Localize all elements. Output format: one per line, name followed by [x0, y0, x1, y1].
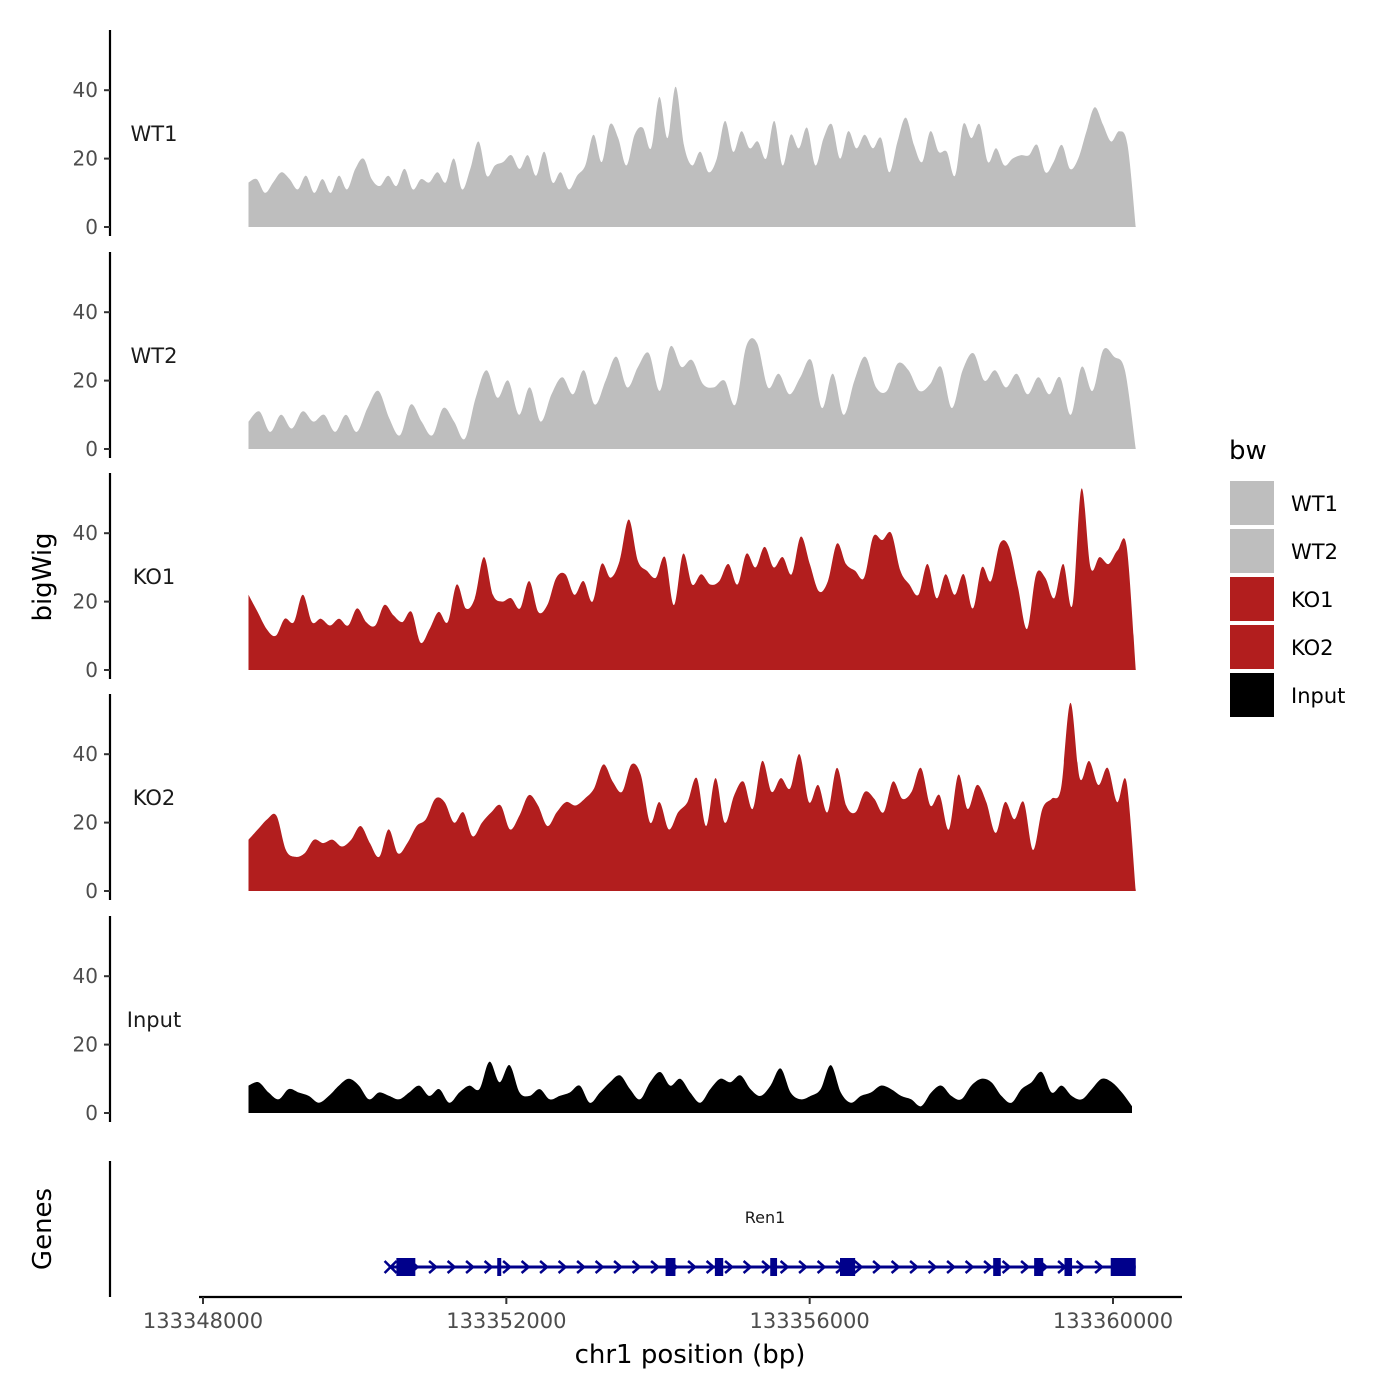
legend-key-ko1 — [1230, 577, 1274, 621]
gene-start-marker — [383, 1260, 398, 1274]
y-tick-label: 40 — [73, 742, 98, 766]
legend-label-wt1: WT1 — [1291, 492, 1338, 516]
track-name-label: Input — [127, 1008, 181, 1032]
strand-arrow-icon — [909, 1260, 920, 1274]
x-tick-label: 133356000 — [750, 1309, 870, 1333]
strand-arrow-icon — [1020, 1260, 1031, 1274]
gene-exon — [1034, 1258, 1044, 1276]
gene-exon — [1064, 1258, 1073, 1276]
y-tick-label: 40 — [73, 521, 98, 545]
x-axis: 133348000 133352000 133356000 133360000 — [143, 1295, 1182, 1333]
y-tick-label: 20 — [73, 369, 98, 393]
strand-arrow-icon — [650, 1260, 661, 1274]
gene-exon — [396, 1258, 416, 1276]
track-wt2: 0 20 40 WT2 — [73, 252, 1136, 461]
gene-exon — [1110, 1258, 1136, 1276]
strand-arrow-icon — [428, 1260, 439, 1274]
legend-key-input — [1230, 673, 1274, 717]
y-tick-label: 40 — [73, 78, 98, 102]
strand-arrow-icon — [1075, 1260, 1086, 1274]
strand-arrow-icon — [631, 1260, 642, 1274]
strand-arrow-icon — [946, 1260, 957, 1274]
strand-arrow-icon — [927, 1260, 938, 1274]
coverage-area-ko1 — [248, 488, 1136, 670]
strand-arrow-icon — [964, 1260, 975, 1274]
y-tick-label: 0 — [85, 1101, 98, 1125]
track-input: 0 20 40 Input — [73, 916, 1132, 1125]
strand-arrow-icon — [483, 1260, 494, 1274]
gene-exon — [770, 1258, 778, 1276]
strand-arrow-icon — [613, 1260, 624, 1274]
strand-arrow-icon — [816, 1260, 827, 1274]
strand-arrow-icon — [1094, 1260, 1105, 1274]
strand-arrow-icon — [576, 1260, 587, 1274]
strand-arrow-icon — [539, 1260, 550, 1274]
tracks-layer: 0 20 40 WT1 0 20 40 WT2 0 20 40 KO1 0 20 40 KO2 0 20 40 Inp… — [73, 30, 1136, 1125]
strand-arrow-icon — [890, 1260, 901, 1274]
y-tick-label: 20 — [73, 1033, 98, 1057]
strand-arrow-icon — [983, 1260, 994, 1274]
strand-arrow-icon — [742, 1260, 753, 1274]
y-tick-label: 20 — [73, 590, 98, 614]
y-axis-title: bigWig — [28, 532, 58, 621]
strand-arrow-icon — [465, 1260, 476, 1274]
track-name-label: KO2 — [133, 786, 176, 810]
gene-exon — [665, 1258, 676, 1276]
genes-axis-title: Genes — [28, 1188, 58, 1270]
x-tick-label: 133352000 — [446, 1309, 566, 1333]
strand-arrow-icon — [557, 1260, 568, 1274]
x-tick-label: 133360000 — [1053, 1309, 1173, 1333]
y-tick-label: 20 — [73, 811, 98, 835]
x-tick-label: 133348000 — [143, 1309, 263, 1333]
y-tick-label: 0 — [85, 658, 98, 682]
track-ko2: 0 20 40 KO2 — [73, 694, 1136, 903]
legend-key-wt2 — [1230, 529, 1274, 573]
legend-label-ko2: KO2 — [1291, 636, 1334, 660]
coverage-area-wt2 — [248, 338, 1136, 449]
track-name-label: WT1 — [131, 122, 178, 146]
gene-exon — [497, 1258, 502, 1276]
strand-arrow-icon — [446, 1260, 457, 1274]
coverage-area-wt1 — [248, 86, 1136, 227]
strand-arrow-icon — [798, 1260, 809, 1274]
legend-label-input: Input — [1291, 684, 1345, 708]
legend-key-ko2 — [1230, 625, 1274, 669]
gene-name-label: Ren1 — [745, 1208, 786, 1227]
strand-arrow-icon — [853, 1260, 864, 1274]
strand-arrow-icon — [502, 1260, 513, 1274]
strand-arrow-icon — [1001, 1260, 1012, 1274]
strand-arrow-icon — [761, 1260, 772, 1274]
y-tick-label: 20 — [73, 147, 98, 171]
gene-exon — [714, 1258, 724, 1276]
legend-label-ko1: KO1 — [1291, 588, 1334, 612]
coverage-area-input — [248, 1061, 1132, 1113]
strand-arrow-icon — [872, 1260, 883, 1274]
y-tick-label: 40 — [73, 300, 98, 324]
track-ko1: 0 20 40 KO1 — [73, 473, 1136, 682]
legend-key-wt1 — [1230, 481, 1274, 525]
strand-arrow-icon — [779, 1260, 790, 1274]
strand-arrow-icon — [705, 1260, 716, 1274]
coverage-area-ko2 — [248, 702, 1136, 891]
y-tick-label: 0 — [85, 437, 98, 461]
track-wt1: 0 20 40 WT1 — [73, 30, 1136, 239]
strand-arrow-icon — [724, 1260, 735, 1274]
track-name-label: KO1 — [133, 565, 176, 589]
track-name-label: WT2 — [131, 344, 178, 368]
y-tick-label: 40 — [73, 964, 98, 988]
strand-arrow-icon — [687, 1260, 698, 1274]
gene-exon — [993, 1258, 1001, 1276]
y-tick-label: 0 — [85, 215, 98, 239]
strand-arrow-icon — [594, 1260, 605, 1274]
legend-title: bw — [1229, 436, 1267, 466]
gene-track: Ren1 — [108, 1161, 1136, 1297]
strand-arrow-icon — [520, 1260, 531, 1274]
y-tick-label: 0 — [85, 879, 98, 903]
legend: bw WT1 WT2 KO1 KO2 Input — [1229, 436, 1345, 717]
x-axis-title: chr1 position (bp) — [575, 1340, 806, 1370]
gene-exon — [840, 1258, 856, 1276]
legend-label-wt2: WT2 — [1291, 540, 1338, 564]
